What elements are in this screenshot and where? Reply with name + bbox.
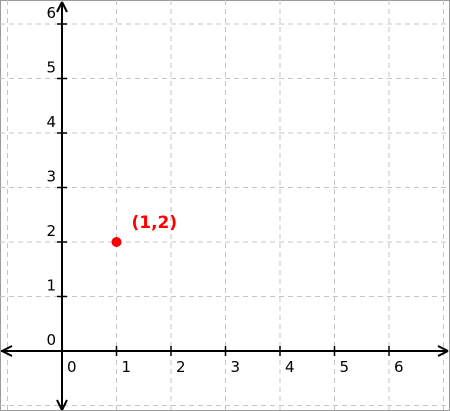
y-tick-label-0: 0 xyxy=(46,331,56,349)
x-tick-label-2: 2 xyxy=(176,358,186,376)
data-points: (1,2) xyxy=(111,213,178,247)
x-tick-label-0: 0 xyxy=(67,358,77,376)
ticks: 0 1 2 3 4 5 6 0 1 2 3 4 5 6 xyxy=(46,4,403,376)
x-axis-arrow-right xyxy=(437,345,449,357)
x-tick-label-5: 5 xyxy=(340,358,350,376)
x-tick-label-6: 6 xyxy=(394,358,404,376)
y-axis-arrow-down xyxy=(56,399,68,411)
x-tick-label-3: 3 xyxy=(231,358,241,376)
y-axis-arrow-up xyxy=(56,1,68,13)
data-point-0 xyxy=(111,237,122,247)
y-tick-label-6: 6 xyxy=(46,4,56,22)
y-tick-label-1: 1 xyxy=(46,277,56,295)
x-tick-label-4: 4 xyxy=(285,358,295,376)
x-axis-arrow-left xyxy=(1,345,13,357)
y-tick-label-3: 3 xyxy=(46,168,56,186)
x-tick-label-1: 1 xyxy=(122,358,132,376)
data-point-label-0: (1,2) xyxy=(132,213,178,233)
y-tick-label-2: 2 xyxy=(46,222,56,240)
y-tick-label-5: 5 xyxy=(46,59,56,77)
y-tick-label-4: 4 xyxy=(46,113,56,131)
